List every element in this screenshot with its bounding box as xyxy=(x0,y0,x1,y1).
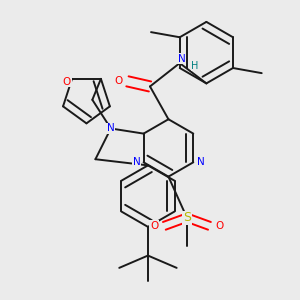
Text: N: N xyxy=(178,54,186,64)
Text: H: H xyxy=(191,61,199,71)
Text: O: O xyxy=(63,77,71,87)
Text: N: N xyxy=(107,124,115,134)
Text: O: O xyxy=(150,221,158,231)
Text: O: O xyxy=(114,76,122,86)
Text: O: O xyxy=(216,221,224,231)
Text: N: N xyxy=(196,157,204,167)
Text: N: N xyxy=(133,157,140,167)
Text: S: S xyxy=(183,211,191,224)
